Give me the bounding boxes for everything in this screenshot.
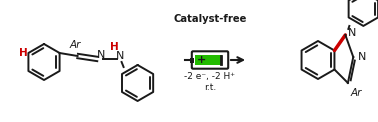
Text: -2 e⁻, -2 H⁺: -2 e⁻, -2 H⁺ [184,71,235,81]
Text: +: + [197,55,206,65]
Text: H: H [110,42,119,52]
Text: r.t.: r.t. [204,82,216,92]
Text: Catalyst-free: Catalyst-free [173,14,247,24]
Text: N: N [115,51,124,61]
Text: Ar: Ar [350,88,362,98]
Text: N: N [96,50,105,60]
Text: N: N [349,28,357,38]
Text: N: N [358,52,367,62]
Text: H: H [19,48,28,58]
Bar [195,55,222,65]
Text: Ar: Ar [70,40,81,50]
Bar [190,57,194,62]
FancyBboxPatch shape [192,51,228,69]
